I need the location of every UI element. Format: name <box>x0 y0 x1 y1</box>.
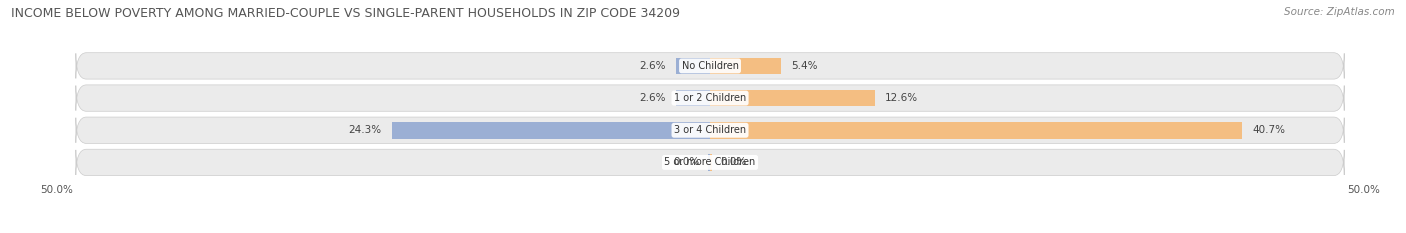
Bar <box>710 58 780 74</box>
Text: 3 or 4 Children: 3 or 4 Children <box>673 125 747 135</box>
FancyBboxPatch shape <box>76 85 1344 111</box>
Text: 24.3%: 24.3% <box>349 125 382 135</box>
Text: 40.7%: 40.7% <box>1253 125 1285 135</box>
Text: No Children: No Children <box>682 61 738 71</box>
Text: 5.4%: 5.4% <box>792 61 818 71</box>
Bar <box>676 58 710 74</box>
Bar <box>676 90 710 106</box>
Bar <box>392 122 710 139</box>
Text: Source: ZipAtlas.com: Source: ZipAtlas.com <box>1284 7 1395 17</box>
Text: 5 or more Children: 5 or more Children <box>665 158 755 168</box>
FancyBboxPatch shape <box>76 149 1344 176</box>
Text: 2.6%: 2.6% <box>640 61 665 71</box>
Text: 2.6%: 2.6% <box>640 93 665 103</box>
Text: 12.6%: 12.6% <box>886 93 918 103</box>
Text: 1 or 2 Children: 1 or 2 Children <box>673 93 747 103</box>
Text: INCOME BELOW POVERTY AMONG MARRIED-COUPLE VS SINGLE-PARENT HOUSEHOLDS IN ZIP COD: INCOME BELOW POVERTY AMONG MARRIED-COUPL… <box>11 7 681 20</box>
Text: 0.0%: 0.0% <box>673 158 700 168</box>
Bar <box>710 90 875 106</box>
Bar <box>709 154 710 171</box>
FancyBboxPatch shape <box>76 53 1344 79</box>
FancyBboxPatch shape <box>76 117 1344 144</box>
Text: 0.0%: 0.0% <box>720 158 747 168</box>
Bar <box>710 154 711 171</box>
Bar <box>710 122 1243 139</box>
